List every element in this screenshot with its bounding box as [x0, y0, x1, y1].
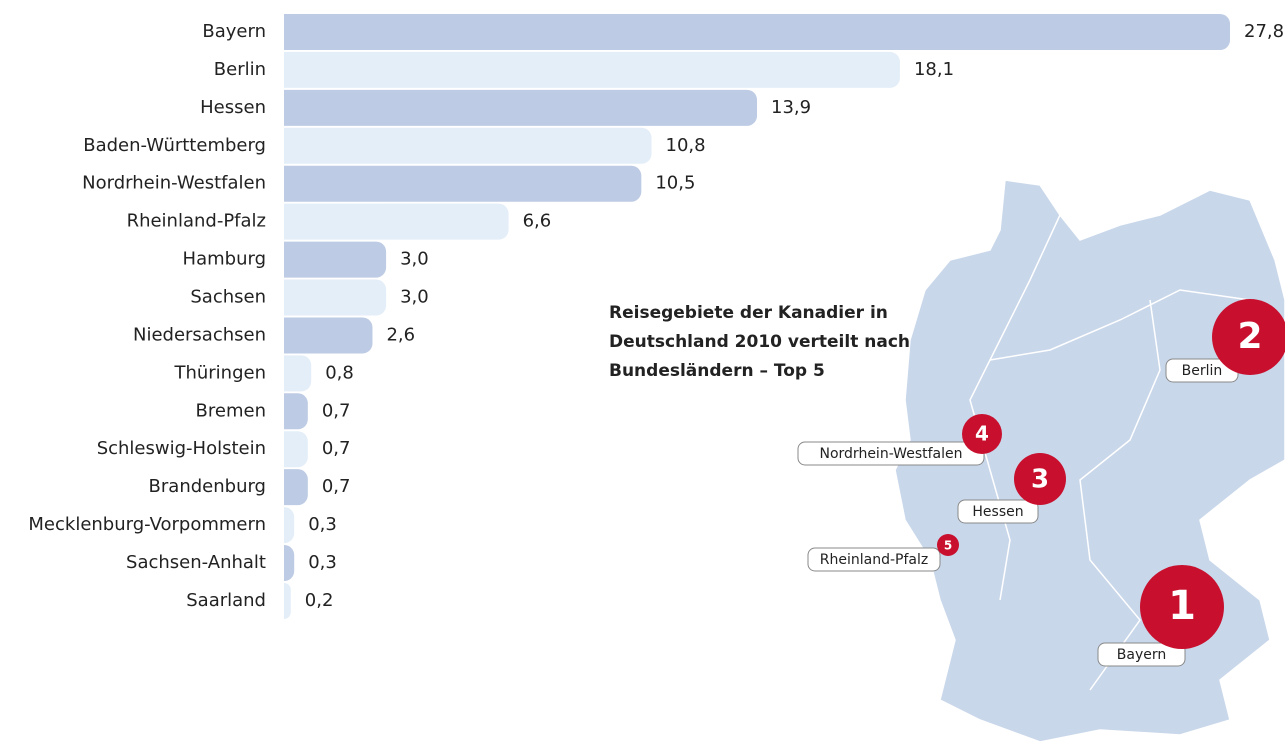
chart-title: Reisegebiete der Kanadier in	[609, 303, 888, 323]
bar	[284, 469, 308, 506]
value-label: 0,7	[322, 400, 351, 421]
value-label: 0,7	[322, 476, 351, 497]
category-label: Hessen	[200, 97, 266, 118]
bar	[284, 241, 387, 278]
value-label: 13,9	[771, 97, 811, 118]
bar	[284, 507, 295, 544]
category-label: Thüringen	[173, 362, 266, 383]
map-label: Nordrhein-Westfalen	[820, 446, 963, 462]
map-label: Rheinland-Pfalz	[820, 552, 928, 568]
value-label: 0,2	[305, 590, 334, 611]
value-label: 0,7	[322, 438, 351, 459]
category-label: Sachsen-Anhalt	[126, 552, 266, 573]
category-label: Berlin	[214, 59, 266, 80]
value-label: 10,5	[655, 173, 695, 194]
value-label: 27,8	[1244, 21, 1284, 42]
bar	[283, 14, 1231, 50]
category-label: Bremen	[196, 400, 266, 421]
category-label: Schleswig-Holstein	[97, 438, 266, 459]
map-label-box	[1097, 642, 1186, 667]
map-label-box	[807, 547, 941, 572]
category-label: Baden-Württemberg	[83, 135, 266, 156]
value-label: 0,8	[325, 362, 354, 383]
value-label: 0,3	[308, 514, 337, 535]
bar	[284, 545, 295, 582]
bar	[284, 51, 900, 88]
bar	[284, 393, 308, 430]
map-border	[1079, 299, 1161, 691]
bar	[284, 127, 652, 164]
category-label: Niedersachsen	[133, 324, 266, 345]
value-label: 6,6	[523, 211, 552, 232]
rank-number: 2	[1237, 316, 1262, 357]
value-label: 3,0	[400, 287, 429, 308]
map-label: Berlin	[1182, 363, 1223, 379]
chart-title: Deutschland 2010 verteilt nach	[609, 332, 910, 352]
category-label: Nordrhein-Westfalen	[82, 173, 266, 194]
rank-number: 3	[1031, 465, 1049, 495]
map-label-box	[957, 499, 1039, 524]
bar	[284, 165, 642, 202]
value-label: 2,6	[386, 324, 415, 345]
value-label: 3,0	[400, 249, 429, 270]
chart-title: Bundesländern – Top 5	[609, 361, 825, 381]
rank-number: 5	[944, 539, 952, 553]
rank-badge	[1140, 565, 1224, 649]
rank-badge	[1014, 453, 1066, 505]
bar	[284, 279, 387, 316]
map-border	[969, 214, 1061, 601]
category-label: Mecklenburg-Vorpommern	[28, 514, 266, 535]
map-label: Hessen	[972, 504, 1023, 520]
category-label: Hamburg	[183, 249, 266, 270]
value-label: 18,1	[914, 59, 954, 80]
rank-badge	[962, 414, 1002, 454]
category-label: Rheinland-Pfalz	[127, 211, 266, 232]
rank-badge	[1212, 299, 1285, 375]
category-label: Sachsen	[190, 287, 266, 308]
map-border	[989, 289, 1251, 361]
value-label: 10,8	[666, 135, 706, 156]
map-label: Bayern	[1117, 647, 1166, 663]
rank-number: 1	[1168, 583, 1196, 629]
category-label: Bayern	[202, 21, 266, 42]
bar	[284, 582, 291, 619]
rank-badge	[937, 534, 959, 556]
bar	[283, 89, 758, 126]
bar	[284, 431, 308, 468]
category-label: Brandenburg	[149, 476, 266, 497]
category-label: Saarland	[186, 590, 266, 611]
rank-number: 4	[975, 422, 989, 446]
bar	[284, 355, 312, 392]
bar	[284, 203, 509, 240]
value-label: 0,3	[308, 552, 337, 573]
bar	[284, 317, 373, 354]
